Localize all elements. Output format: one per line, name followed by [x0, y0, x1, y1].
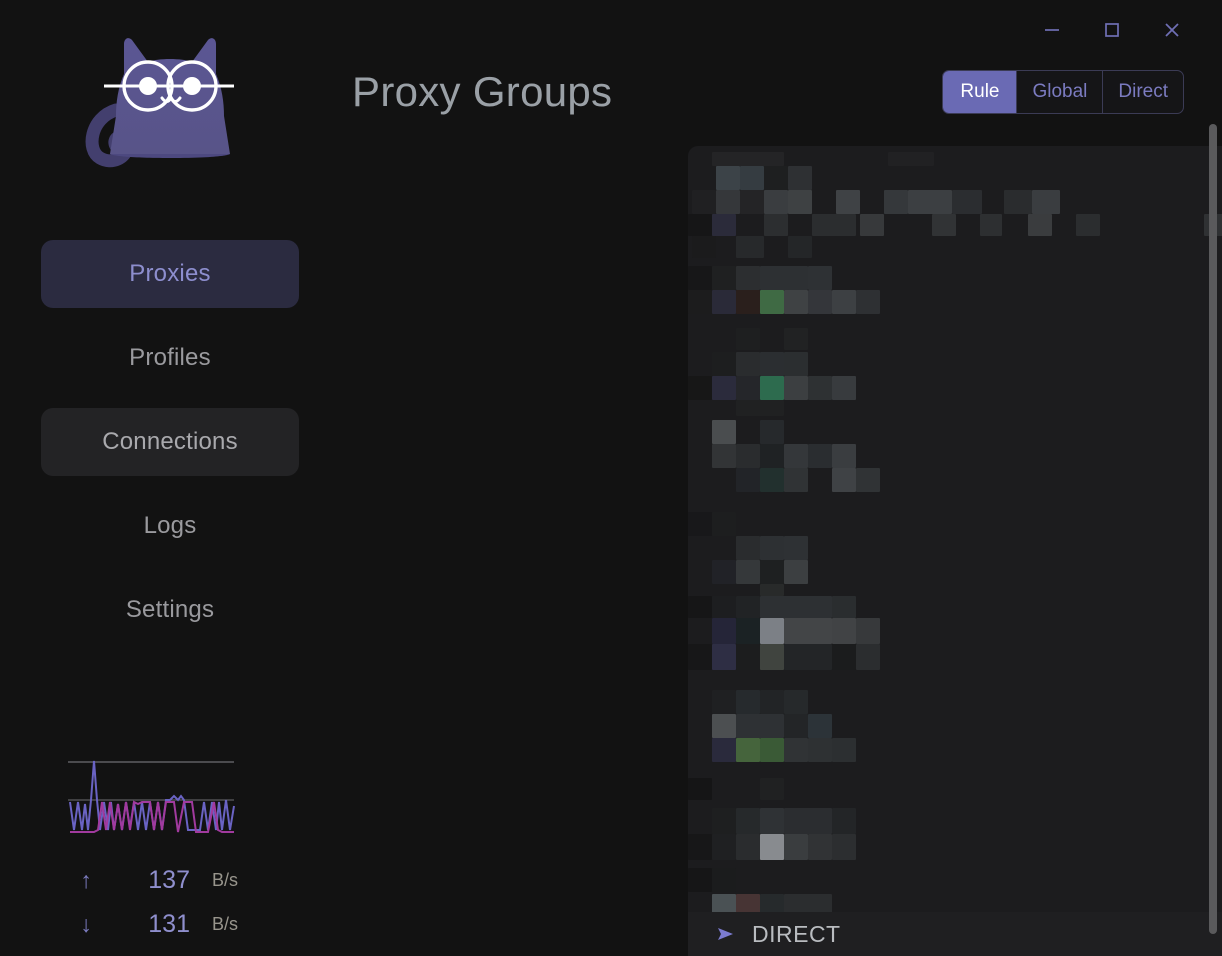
traffic-widget: ↑ 137 B/s ↓ 131 B/s: [68, 756, 268, 946]
minimize-icon[interactable]: [1022, 7, 1082, 53]
direct-proxy-item[interactable]: DIRECT: [688, 912, 1222, 956]
close-icon[interactable]: [1142, 7, 1202, 53]
sidebar-item-profiles[interactable]: Profiles: [41, 324, 299, 392]
proxy-group-row[interactable]: [688, 686, 1222, 776]
proxy-group-row[interactable]: [688, 146, 1222, 236]
proxy-group-row[interactable]: [688, 596, 1222, 686]
upload-value: 137: [148, 865, 190, 894]
sidebar-item-logs[interactable]: Logs: [41, 492, 299, 560]
proxy-group-row[interactable]: [688, 326, 1222, 416]
page-title: Proxy Groups: [352, 68, 613, 115]
upload-stat-row: ↑ 137 B/s: [68, 858, 248, 902]
proxy-group-row[interactable]: [688, 776, 1222, 866]
sidebar: Proxies Profiles Connections Logs Settin…: [0, 0, 340, 956]
download-arrow-icon: ↓: [80, 910, 92, 937]
traffic-sparkline-chart: [68, 756, 236, 844]
page-header: Proxy Groups Rule Global Direct: [348, 56, 1184, 128]
clash-cat-logo: [70, 18, 270, 218]
proxy-mode-switch: Rule Global Direct: [942, 70, 1184, 114]
sidebar-item-connections[interactable]: Connections: [41, 408, 299, 476]
maximize-icon[interactable]: [1082, 7, 1142, 53]
mode-button-direct[interactable]: Direct: [1118, 81, 1168, 102]
titlebar: [340, 0, 1222, 60]
mode-button-global[interactable]: Global: [1017, 71, 1104, 113]
download-value: 131: [148, 909, 190, 938]
sidebar-item-label: Proxies: [129, 260, 211, 287]
download-stat-row: ↓ 131 B/s: [68, 902, 248, 946]
mode-button-rule[interactable]: Rule: [943, 71, 1018, 113]
sidebar-item-label: Settings: [125, 596, 215, 623]
sidebar-nav: Proxies Profiles Connections Logs Settin…: [41, 240, 299, 660]
send-arrow-icon: [714, 923, 736, 945]
sidebar-item-label: Logs: [143, 512, 197, 539]
proxy-group-row[interactable]: [688, 506, 1222, 596]
main-pane: Proxy Groups Rule Global Direct: [340, 0, 1222, 956]
sidebar-item-proxies[interactable]: Proxies: [41, 240, 299, 308]
vertical-scrollbar[interactable]: [1208, 120, 1218, 948]
proxy-group-row[interactable]: [688, 236, 1222, 326]
sidebar-item-settings[interactable]: Settings: [41, 576, 299, 644]
upload-unit: B/s: [212, 869, 239, 890]
sidebar-item-label: Profiles: [129, 344, 211, 371]
scrollbar-thumb[interactable]: [1209, 124, 1217, 934]
proxy-groups-list[interactable]: DIRECT: [688, 146, 1222, 956]
upload-arrow-icon: ↑: [80, 866, 92, 893]
sidebar-item-label: Connections: [102, 428, 238, 455]
proxy-group-row[interactable]: [688, 416, 1222, 506]
direct-label: DIRECT: [752, 920, 841, 947]
download-unit: B/s: [212, 913, 239, 934]
proxy-group-row[interactable]: DIRECT: [688, 866, 1222, 956]
